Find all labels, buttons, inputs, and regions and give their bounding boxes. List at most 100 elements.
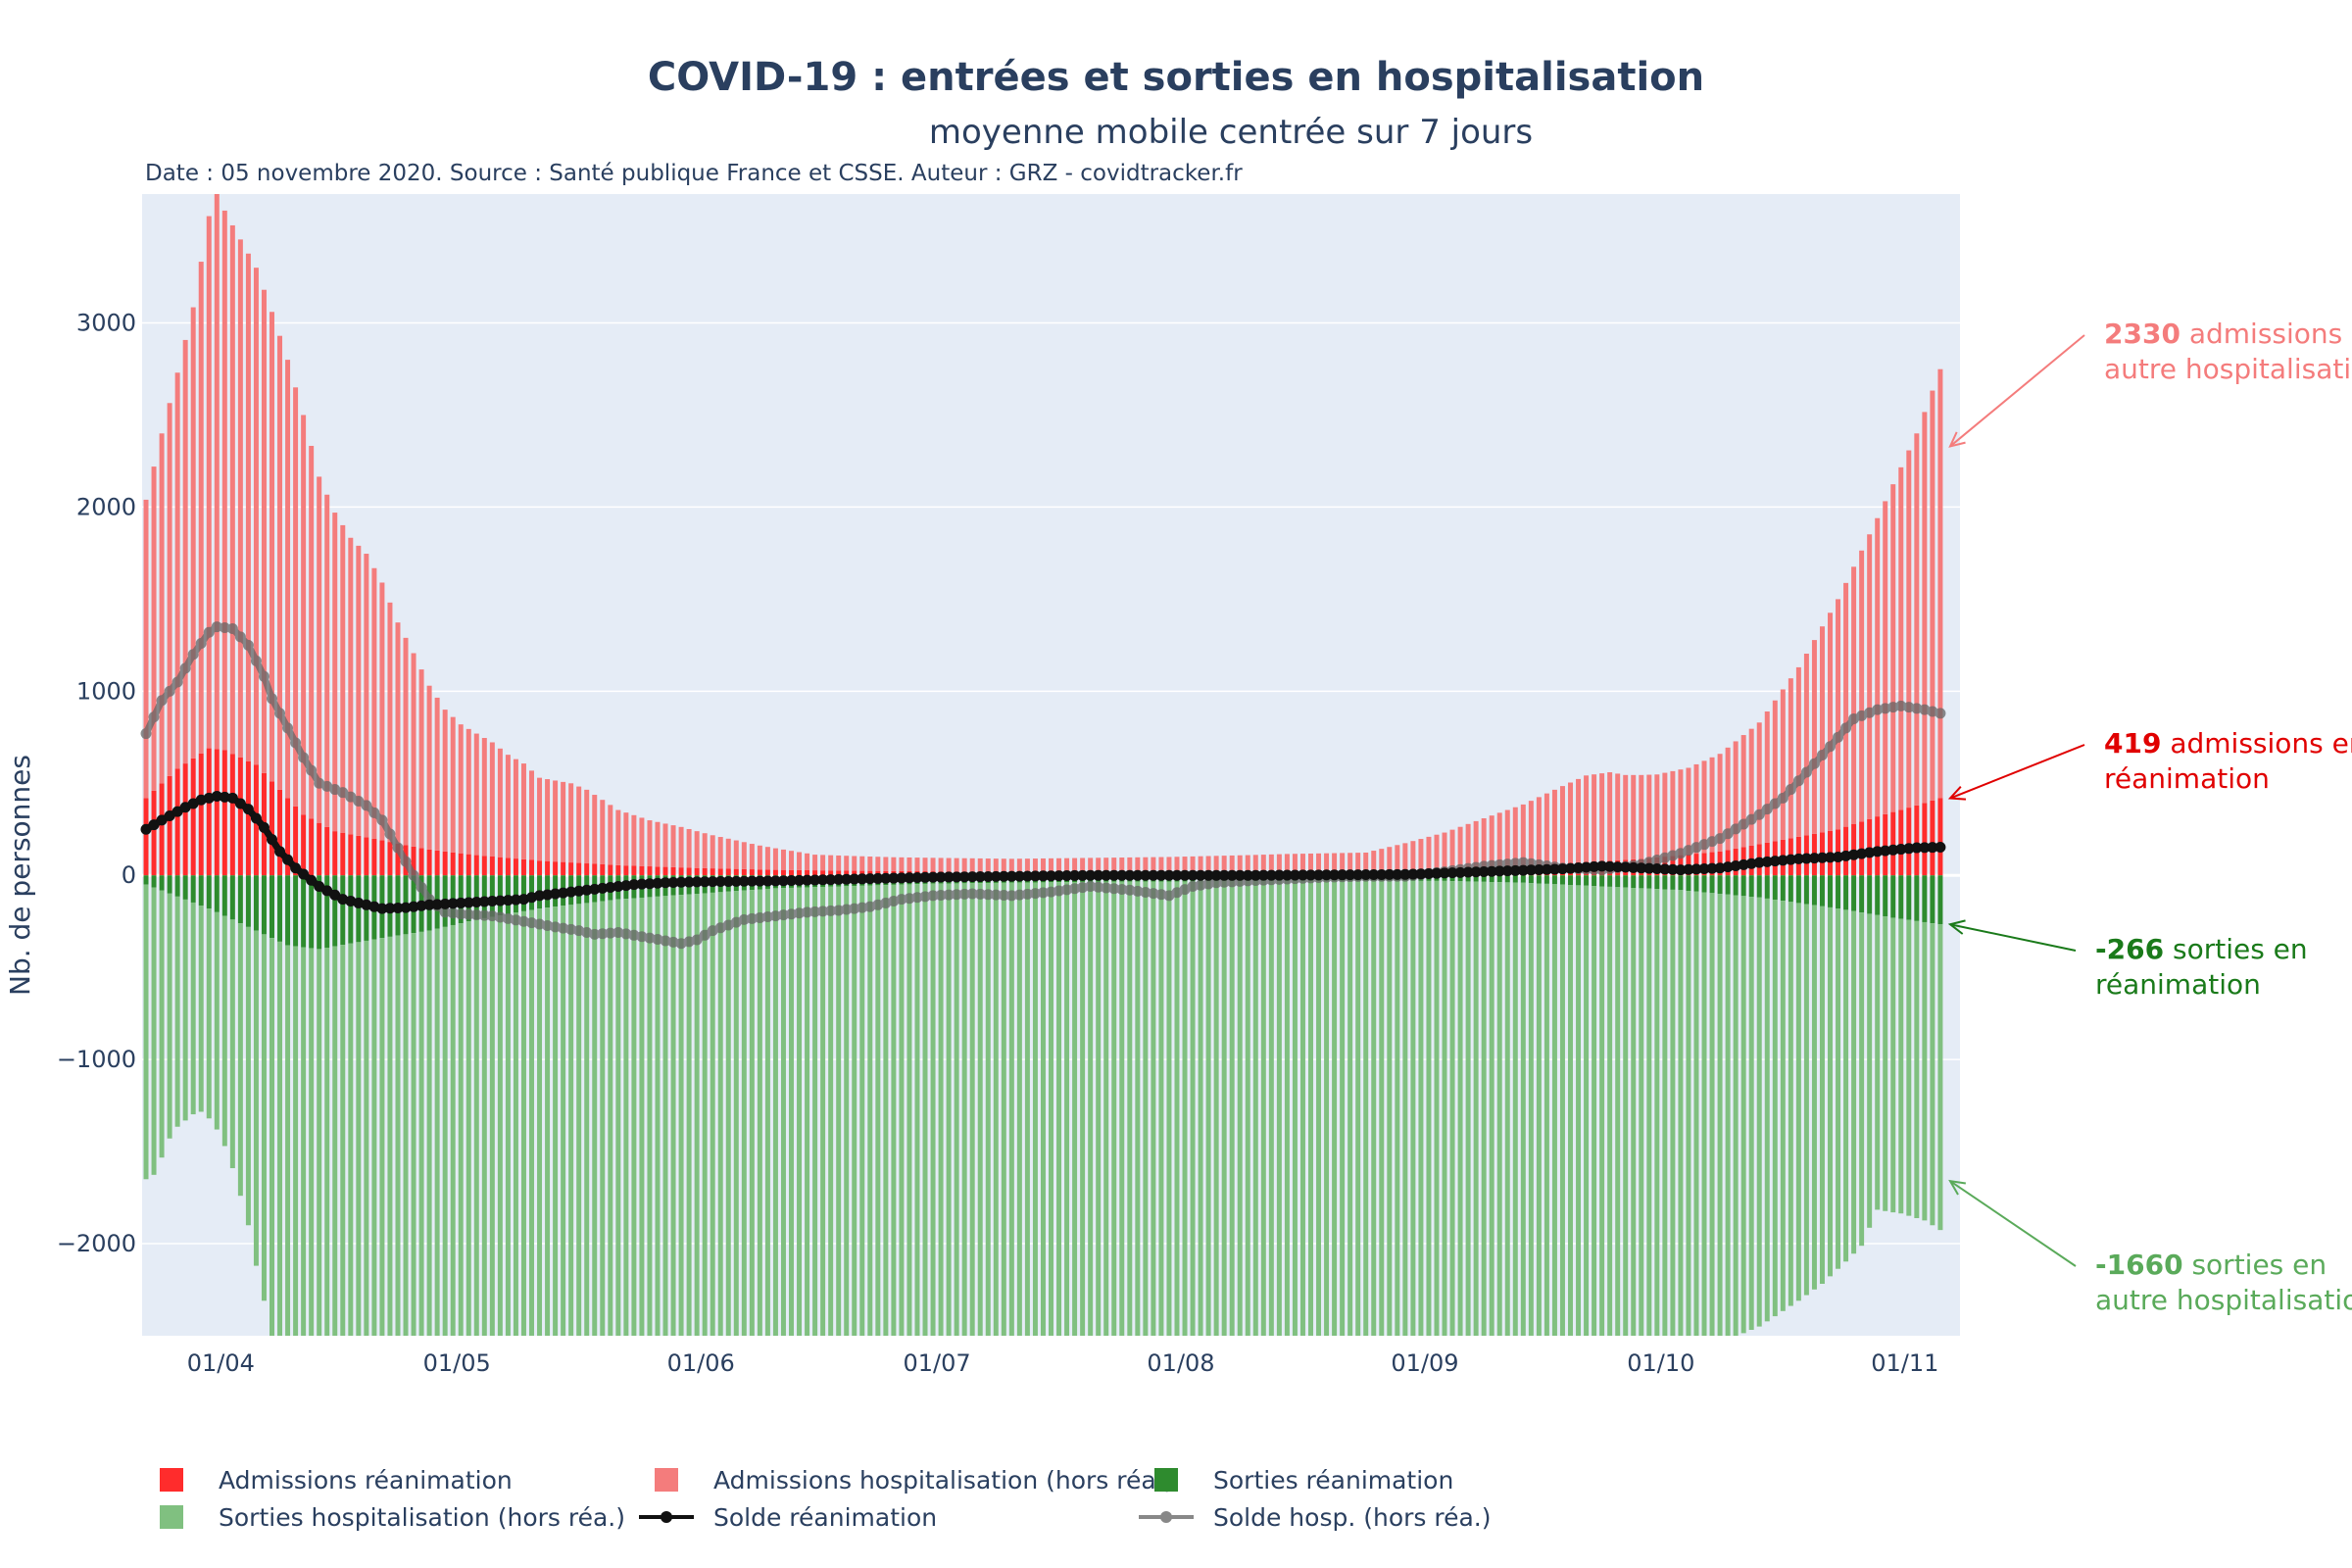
bar-sorties-hosp (1623, 887, 1629, 1336)
legend-item[interactable]: Admissions réanimation (160, 1466, 513, 1494)
legend-swatch (160, 1505, 183, 1529)
bar-sorties-hosp (1096, 881, 1102, 1336)
bar-admissions-rea (717, 868, 723, 876)
bar-sorties-hosp (717, 892, 723, 1336)
point-solde-rea (1013, 870, 1025, 882)
bar-admissions-rea (545, 860, 551, 876)
point-solde-rea (1242, 869, 1253, 881)
legend-item[interactable]: Admissions hospitalisation (hors réa.) (655, 1466, 1173, 1494)
bar-admissions-rea (277, 789, 283, 876)
annotation-value: 2330 (2104, 318, 2180, 350)
bar-sorties-hosp (198, 906, 204, 1112)
bar-sorties-hosp (1402, 880, 1408, 1336)
bar-sorties-hosp (1127, 881, 1133, 1336)
legend-swatch (160, 1468, 183, 1492)
bar-admissions-rea (1937, 798, 1943, 876)
point-solde-rea (1321, 869, 1333, 881)
bar-admissions-hosp (1072, 858, 1078, 872)
bar-admissions-hosp (1898, 466, 1904, 810)
bar-sorties-hosp (309, 948, 315, 1336)
point-solde-hosp (219, 622, 230, 634)
bar-sorties-hosp (1646, 888, 1652, 1336)
point-solde-hosp (990, 889, 1002, 901)
bar-sorties-hosp (1040, 882, 1046, 1336)
legend-item[interactable]: Sorties réanimation (1154, 1466, 1453, 1494)
bar-admissions-rea (371, 838, 377, 876)
bar-admissions-hosp (1914, 433, 1920, 806)
bar-sorties-hosp (1764, 898, 1770, 1322)
bar-admissions-hosp (639, 817, 645, 866)
point-solde-rea (439, 898, 451, 909)
bar-sorties-hosp (1568, 885, 1573, 1336)
point-solde-rea (1384, 868, 1396, 880)
bar-sorties-rea (1859, 875, 1865, 913)
point-solde-hosp (148, 711, 160, 723)
bar-sorties-rea (229, 875, 235, 920)
bar-admissions-hosp (309, 445, 315, 819)
bar-admissions-hosp (434, 697, 440, 851)
bar-admissions-rea (198, 753, 204, 876)
annotation-value: -1660 (2095, 1249, 2183, 1281)
legend-item[interactable]: Solde hosp. (hors réa.) (1139, 1503, 1492, 1532)
bar-sorties-hosp (1662, 889, 1668, 1336)
bar-sorties-hosp (1324, 880, 1330, 1336)
point-solde-rea (290, 862, 302, 874)
x-tick-label: 01/08 (1147, 1349, 1214, 1377)
bar-admissions-hosp (1803, 654, 1809, 836)
annotation-arrowhead (1947, 919, 1966, 935)
bar-admissions-rea (309, 818, 315, 876)
bar-admissions-rea (702, 867, 708, 876)
bar-admissions-hosp (1811, 640, 1817, 834)
bar-sorties-rea (237, 875, 243, 924)
bar-sorties-hosp (1426, 880, 1432, 1336)
legend-item[interactable]: Solde réanimation (639, 1503, 937, 1532)
bar-sorties-hosp (1299, 880, 1305, 1336)
bar-sorties-rea (261, 875, 267, 935)
bar-sorties-rea (1584, 875, 1590, 886)
point-solde-rea (573, 885, 585, 897)
bar-admissions-rea (245, 760, 251, 876)
point-solde-hosp (1085, 881, 1097, 893)
legend-marker (1160, 1511, 1172, 1523)
bar-sorties-rea (1811, 875, 1817, 906)
bar-sorties-hosp (1693, 891, 1699, 1336)
bar-admissions-hosp (285, 360, 291, 799)
bar-sorties-hosp (1678, 890, 1684, 1336)
bar-admissions-hosp (1536, 797, 1542, 865)
bar-sorties-hosp (710, 892, 715, 1336)
bar-sorties-hosp (1143, 881, 1149, 1336)
bar-admissions-rea (710, 868, 715, 876)
point-solde-hosp (242, 639, 254, 651)
bar-sorties-rea (1780, 875, 1786, 902)
x-tick-label: 01/10 (1627, 1349, 1694, 1377)
bar-sorties-hosp (143, 884, 149, 1180)
bar-admissions-hosp (198, 262, 204, 754)
bar-admissions-hosp (1725, 747, 1731, 851)
bar-admissions-rea (655, 866, 661, 876)
bar-admissions-hosp (489, 742, 495, 857)
bar-admissions-hosp (1410, 841, 1416, 871)
bar-sorties-hosp (977, 883, 983, 1336)
bar-sorties-hosp (1348, 880, 1353, 1336)
point-solde-rea (998, 870, 1009, 882)
point-solde-rea (738, 875, 750, 887)
bar-sorties-hosp (1740, 896, 1746, 1334)
bar-sorties-rea (1686, 875, 1691, 892)
bar-sorties-hosp (812, 887, 818, 1336)
bar-admissions-rea (159, 783, 165, 876)
bar-admissions-hosp (1395, 845, 1400, 871)
bar-sorties-hosp (1883, 916, 1888, 1211)
bar-sorties-hosp (1158, 881, 1164, 1336)
bar-admissions-hosp (1001, 858, 1006, 872)
point-solde-rea (1525, 864, 1537, 876)
bar-admissions-hosp (1056, 858, 1062, 872)
bar-sorties-rea (1631, 875, 1637, 889)
point-solde-hosp (849, 903, 860, 914)
bar-sorties-rea (1528, 875, 1534, 884)
bar-sorties-rea (1937, 875, 1943, 925)
bar-sorties-hosp (1379, 880, 1385, 1336)
bar-sorties-hosp (458, 923, 464, 1336)
legend-item[interactable]: Sorties hospitalisation (hors réa.) (160, 1503, 625, 1532)
bar-sorties-hosp (505, 913, 511, 1336)
bar-admissions-hosp (1371, 851, 1377, 871)
